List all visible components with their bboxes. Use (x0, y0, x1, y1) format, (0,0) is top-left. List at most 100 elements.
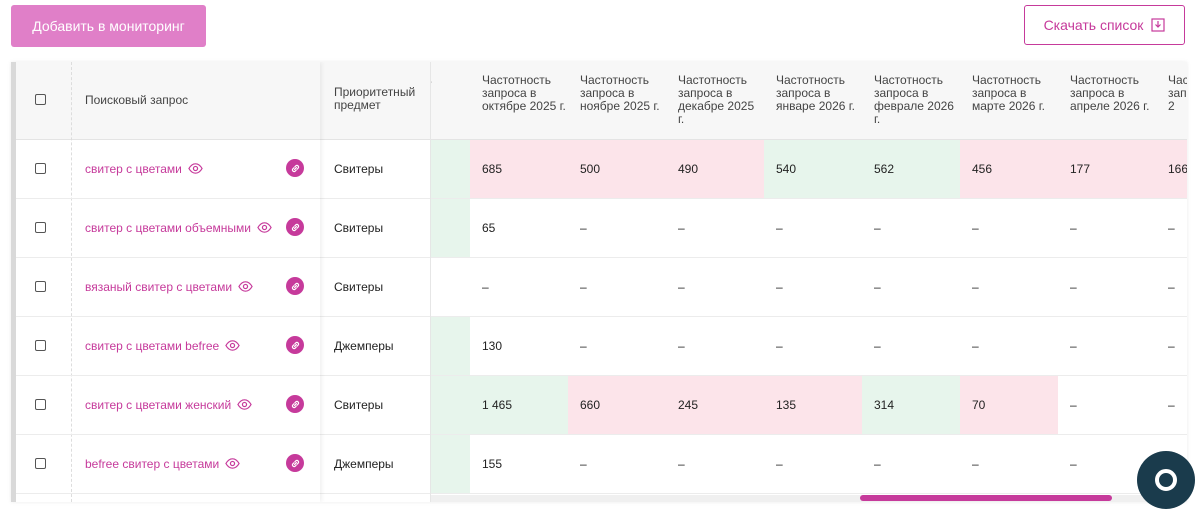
row-checkbox[interactable] (35, 340, 46, 351)
month-row (430, 435, 1187, 494)
add-to-monitoring-button[interactable]: Добавить в мониторинг (11, 5, 206, 47)
frequency-cell: – (972, 457, 979, 471)
frequency-cell: – (1168, 339, 1175, 353)
frequency-cell: – (580, 457, 587, 471)
frequency-cell: – (776, 221, 783, 235)
query-link[interactable]: befree свитер с цветами (85, 456, 240, 471)
link-icon[interactable] (286, 277, 304, 295)
frequency-cell: – (580, 280, 587, 294)
frequency-cell: – (678, 339, 685, 353)
frequency-cell: 456 (960, 140, 1058, 198)
query-link[interactable]: свитер с цветами befree (85, 338, 240, 353)
horizontal-scrollbar-thumb[interactable] (860, 495, 1112, 501)
download-icon (1151, 18, 1166, 32)
frequency-cell: – (874, 221, 881, 235)
horizontal-scrollbar-track[interactable] (11, 495, 1187, 502)
month-column-header: Частотность запроса в январе 2026 г. (776, 73, 855, 113)
frequency-cell: 177 (1058, 140, 1156, 198)
month-row (430, 258, 1187, 317)
table-row: befree свитер с цветами (11, 435, 320, 494)
frequency-cell: – (1168, 398, 1175, 412)
query-text[interactable]: свитер с цветами объемными (85, 220, 251, 235)
query-text[interactable]: свитер с цветами befree (85, 338, 220, 353)
eye-icon[interactable] (188, 161, 203, 176)
table-row: свитер с цветами женский (11, 376, 320, 435)
subject-cell: Джемперы (334, 457, 394, 471)
column-divider (71, 62, 72, 502)
frequency-cell: – (874, 457, 881, 471)
frequency-cell: 500 (568, 140, 666, 198)
table-row: свитер с цветами befree (11, 317, 320, 376)
query-link[interactable]: свитер с цветами женский (85, 397, 252, 412)
subject-column-header: Приоритетный предмет (334, 85, 416, 112)
frequency-cell: – (972, 339, 979, 353)
subject-cell-row: Свитеры (320, 376, 430, 435)
frequency-cell: – (482, 280, 489, 294)
frequency-cell: 314 (862, 376, 960, 434)
row-checkbox[interactable] (35, 281, 46, 292)
fixed-left-columns: Поисковый запрос свитер с цветами свитер … (11, 62, 320, 502)
table-row: вязаный свитер с цветами (11, 258, 320, 317)
frequency-cell: – (580, 221, 587, 235)
link-icon[interactable] (286, 454, 304, 472)
link-icon[interactable] (286, 159, 304, 177)
download-list-button[interactable]: Скачать список (1024, 5, 1185, 45)
scrollable-columns: ть Частотность запроса в октябре 2025 г.… (420, 62, 1187, 502)
frequency-cell: 155 (482, 457, 503, 471)
subject-cell-row: Джемперы (320, 435, 430, 494)
query-link[interactable]: вязаный свитер с цветами (85, 279, 253, 294)
frequency-cell: 660 (568, 376, 666, 434)
frequency-cell: – (874, 339, 881, 353)
select-all-checkbox[interactable] (35, 94, 46, 105)
link-icon[interactable] (286, 395, 304, 413)
query-text[interactable]: вязаный свитер с цветами (85, 279, 233, 294)
subject-column: Приоритетный предмет Свитеры Свитеры Свите… (320, 62, 431, 502)
query-link[interactable]: свитер с цветами объемными (85, 220, 272, 235)
query-text[interactable]: свитер с цветами (85, 161, 182, 176)
frequency-cell: 562 (862, 140, 960, 198)
month-column-header: Частотность запроса в мае 2 (1168, 73, 1187, 113)
link-icon[interactable] (286, 336, 304, 354)
eye-icon[interactable] (225, 338, 240, 353)
frequency-cell: 166 (1156, 140, 1187, 198)
frequency-cell: – (678, 280, 685, 294)
query-text[interactable]: befree свитер с цветами (85, 456, 220, 471)
month-column-header: Частотность запроса в октябре 2025 г. (482, 73, 566, 113)
frequency-cell: – (972, 221, 979, 235)
subject-cell-row: Свитеры (320, 258, 430, 317)
eye-icon[interactable] (237, 397, 252, 412)
partial-cell (430, 199, 470, 257)
frequency-cell: – (972, 280, 979, 294)
eye-icon[interactable] (225, 456, 240, 471)
query-link[interactable]: свитер с цветами (85, 161, 203, 176)
subject-cell-row: Свитеры (320, 140, 430, 199)
download-list-label: Скачать список (1043, 17, 1144, 33)
frequency-cell: 245 (666, 376, 764, 434)
partial-cell (430, 376, 470, 434)
row-checkbox[interactable] (35, 163, 46, 174)
subject-cell: Джемперы (334, 339, 394, 353)
row-checkbox[interactable] (35, 222, 46, 233)
eye-icon[interactable] (238, 279, 253, 294)
table-left-edge (11, 62, 16, 502)
frequency-cell: 1 465 (470, 376, 568, 434)
frequency-cell: – (678, 221, 685, 235)
eye-icon[interactable] (257, 220, 272, 235)
month-column-header: Частотность запроса в марте 2026 г. (972, 73, 1045, 113)
subject-cell: Свитеры (334, 162, 384, 176)
query-text[interactable]: свитер с цветами женский (85, 397, 232, 412)
month-column-header: Частотность запроса в феврале 2026 г. (874, 73, 954, 126)
chat-icon (1155, 469, 1177, 491)
frequency-cell: – (776, 280, 783, 294)
chat-widget-button[interactable] (1137, 451, 1195, 509)
row-checkbox[interactable] (35, 458, 46, 469)
frequency-cell: 490 (666, 140, 764, 198)
query-column-header: Поисковый запрос (85, 93, 189, 107)
frequency-cell: – (776, 457, 783, 471)
frequency-cell: 135 (764, 376, 862, 434)
frequency-cell: – (1070, 280, 1077, 294)
frequency-cell: 65 (482, 221, 496, 235)
link-icon[interactable] (286, 218, 304, 236)
row-checkbox[interactable] (35, 399, 46, 410)
partial-cell (430, 140, 470, 198)
